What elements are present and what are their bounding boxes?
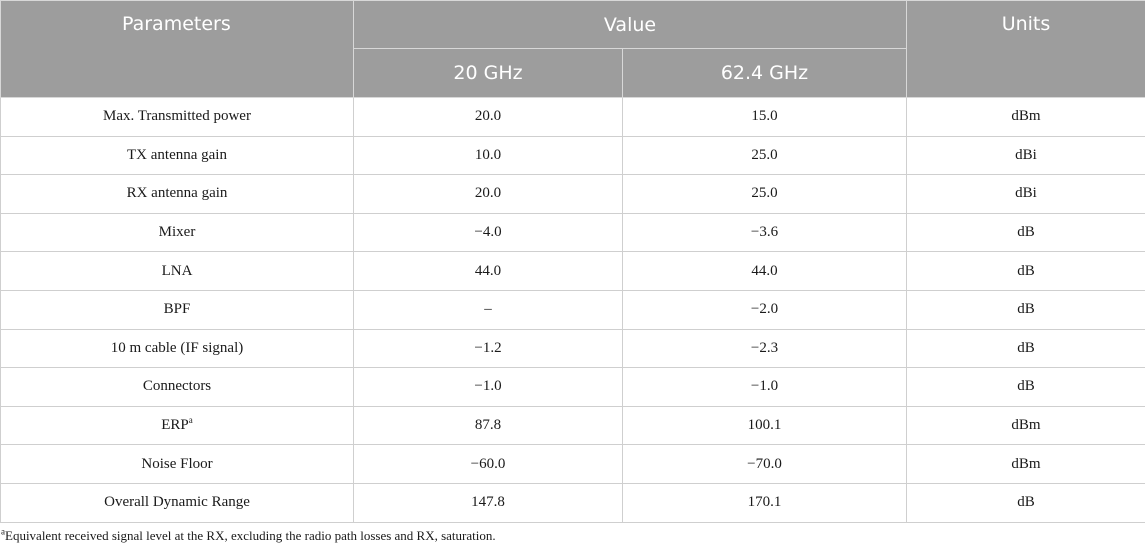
param-cell: Mixer <box>0 212 354 253</box>
table-row: ERPa 87.8 100.1 dBm <box>0 405 1145 446</box>
unit-cell: dBi <box>906 174 1145 214</box>
param-cell: Connectors <box>0 367 354 407</box>
value-20ghz-cell: −4.0 <box>353 212 623 253</box>
value-20ghz-cell: −1.2 <box>353 328 623 369</box>
footnote-marker: a <box>1 526 5 537</box>
param-cell: Max. Transmitted power <box>0 97 354 137</box>
param-cell: TX antenna gain <box>0 135 354 176</box>
param-cell: 10 m cable (IF signal) <box>0 328 354 369</box>
value-62ghz-cell: 25.0 <box>622 174 907 214</box>
unit-cell: dB <box>906 251 1145 291</box>
param-cell: Overall Dynamic Range <box>0 482 354 523</box>
value-62ghz-cell: −2.3 <box>622 328 907 369</box>
parameters-table: Parameters Value Units 20 GHz 62.4 GHz M… <box>0 0 1145 523</box>
table-row: Connectors −1.0 −1.0 dB <box>0 367 1145 407</box>
param-cell: BPF <box>0 289 354 330</box>
value-62ghz-cell: 100.1 <box>622 405 907 446</box>
table-body: Max. Transmitted power 20.0 15.0 dBm TX … <box>0 97 1145 523</box>
value-20ghz-cell: 20.0 <box>353 97 623 137</box>
footnote-text: Equivalent received signal level at the … <box>5 528 496 543</box>
value-62ghz-cell: 170.1 <box>622 482 907 523</box>
param-cell: Noise Floor <box>0 444 354 484</box>
value-62ghz-cell: −2.0 <box>622 289 907 330</box>
table-row: Mixer −4.0 −3.6 dB <box>0 212 1145 253</box>
value-62ghz-cell: 25.0 <box>622 135 907 176</box>
unit-cell: dB <box>906 482 1145 523</box>
table-header: Parameters Value Units 20 GHz 62.4 GHz <box>0 0 1145 98</box>
unit-cell: dB <box>906 328 1145 369</box>
unit-cell: dBm <box>906 444 1145 484</box>
value-20ghz-cell: – <box>353 289 623 330</box>
value-62ghz-cell: −1.0 <box>622 367 907 407</box>
header-20ghz: 20 GHz <box>353 48 623 98</box>
table-row: BPF – −2.0 dB <box>0 289 1145 330</box>
unit-cell: dB <box>906 367 1145 407</box>
table-row: Noise Floor −60.0 −70.0 dBm <box>0 444 1145 484</box>
value-20ghz-cell: 87.8 <box>353 405 623 446</box>
unit-cell: dB <box>906 289 1145 330</box>
table-row: LNA 44.0 44.0 dB <box>0 251 1145 291</box>
table-row: 10 m cable (IF signal) −1.2 −2.3 dB <box>0 328 1145 369</box>
param-cell: LNA <box>0 251 354 291</box>
value-62ghz-cell: −3.6 <box>622 212 907 253</box>
value-62ghz-cell: 15.0 <box>622 97 907 137</box>
header-units: Units <box>906 0 1145 98</box>
unit-cell: dBm <box>906 405 1145 446</box>
value-20ghz-cell: −1.0 <box>353 367 623 407</box>
value-62ghz-cell: −70.0 <box>622 444 907 484</box>
header-value: Value <box>353 0 907 49</box>
footnote-marker: a <box>188 415 193 426</box>
param-label: ERP <box>161 417 189 434</box>
table-row: Max. Transmitted power 20.0 15.0 dBm <box>0 97 1145 137</box>
table-row: TX antenna gain 10.0 25.0 dBi <box>0 135 1145 176</box>
table-row: Overall Dynamic Range 147.8 170.1 dB <box>0 482 1145 523</box>
table-row: RX antenna gain 20.0 25.0 dBi <box>0 174 1145 214</box>
value-62ghz-cell: 44.0 <box>622 251 907 291</box>
value-20ghz-cell: 10.0 <box>353 135 623 176</box>
unit-cell: dBi <box>906 135 1145 176</box>
value-20ghz-cell: −60.0 <box>353 444 623 484</box>
table-footnote: aEquivalent received signal level at the… <box>1 526 496 544</box>
unit-cell: dBm <box>906 97 1145 137</box>
param-cell: ERPa <box>0 405 354 446</box>
value-20ghz-cell: 147.8 <box>353 482 623 523</box>
unit-cell: dB <box>906 212 1145 253</box>
header-parameters: Parameters <box>0 0 354 98</box>
param-cell: RX antenna gain <box>0 174 354 214</box>
value-20ghz-cell: 20.0 <box>353 174 623 214</box>
value-20ghz-cell: 44.0 <box>353 251 623 291</box>
header-62ghz: 62.4 GHz <box>622 48 907 98</box>
